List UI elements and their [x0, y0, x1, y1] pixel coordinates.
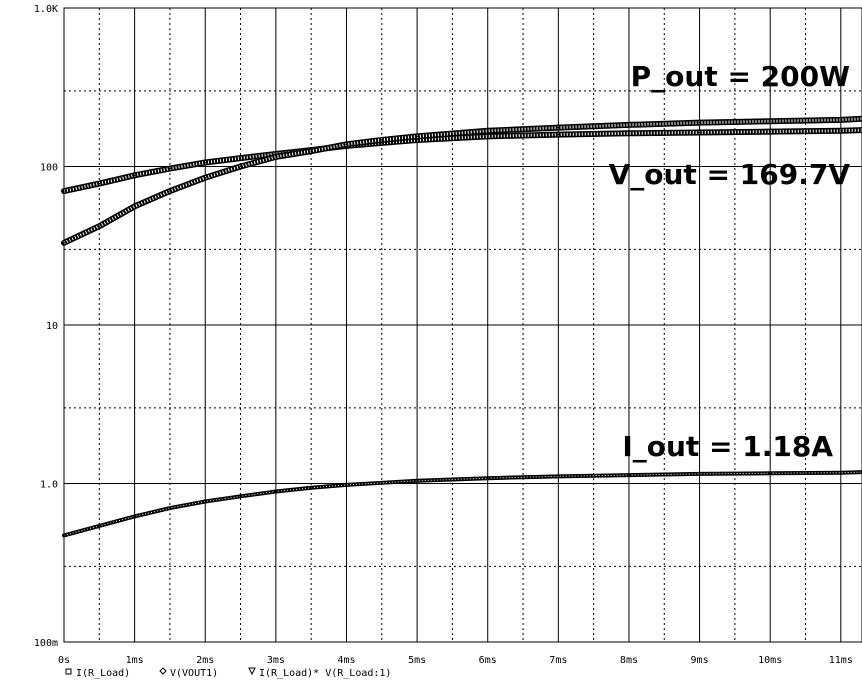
data-point	[345, 484, 348, 486]
data-point	[380, 482, 383, 484]
data-point	[486, 135, 489, 138]
legend-label: I(R_Load)	[76, 668, 130, 679]
x-tick-label: 1ms	[126, 655, 144, 666]
x-tick-label: 5ms	[408, 655, 426, 666]
x-axis-ticks: 0s 1ms 2ms 3ms 4ms 5ms 6ms 7ms 8ms 9ms 10ms 11ms	[58, 655, 853, 666]
series-line-hatch	[63, 128, 862, 193]
annotation-i-out: I_out = 1.18A	[622, 430, 833, 463]
series-i-r-load-v-r-load-1-	[61, 115, 862, 246]
data-point	[169, 190, 171, 192]
data-point	[840, 129, 842, 132]
data-point	[345, 143, 348, 146]
legend-marker-triangle	[248, 667, 256, 676]
data-point	[204, 161, 207, 164]
data-point	[628, 124, 630, 126]
data-point	[310, 150, 312, 152]
data-point	[63, 190, 65, 192]
y-tick-label: 1.0K	[34, 4, 58, 15]
x-tick-label: 7ms	[549, 655, 567, 666]
data-point	[98, 525, 101, 527]
data-point	[486, 129, 489, 132]
data-point	[169, 507, 171, 509]
x-tick-label: 10ms	[758, 655, 782, 666]
data-point	[310, 486, 312, 489]
x-tick-label: 3ms	[267, 655, 285, 666]
x-tick-label: 11ms	[829, 655, 853, 666]
data-point	[380, 139, 383, 141]
data-point	[698, 131, 701, 134]
data-point	[840, 119, 842, 121]
data-point	[769, 130, 771, 133]
data-point	[133, 515, 136, 518]
data-point	[769, 120, 771, 123]
data-point	[275, 490, 277, 493]
data-point	[239, 157, 242, 159]
y-tick-label: 10	[46, 321, 58, 332]
data-point	[169, 167, 171, 170]
data-point	[416, 135, 418, 138]
data-point	[557, 126, 560, 129]
data-point	[63, 534, 65, 537]
annotation-v-out: V_out = 169.7V	[609, 158, 851, 191]
data-point	[416, 480, 418, 482]
data-point	[133, 174, 136, 177]
data-point	[239, 495, 242, 498]
data-point	[557, 475, 560, 478]
x-tick-label: 0s	[58, 655, 70, 666]
y-tick-label: 100	[40, 163, 58, 174]
x-tick-label: 2ms	[196, 655, 214, 666]
data-point	[98, 225, 101, 228]
annotation-p-out: P_out = 200W	[631, 60, 850, 93]
data-point	[275, 156, 277, 158]
legend: I(R_Load) V(VOUT1) I(R_Load)* V(R_Load:1)	[65, 667, 391, 679]
y-tick-label: 1.0	[40, 480, 58, 491]
x-tick-label: 4ms	[337, 655, 355, 666]
series-line	[62, 470, 862, 538]
y-axis-ticks: 100m 1.0 10 100 1.0K	[34, 4, 58, 649]
major-grid	[63, 7, 862, 643]
legend-label: I(R_Load)* V(R_Load:1)	[259, 668, 391, 679]
data-point	[133, 205, 136, 208]
data-point	[769, 472, 771, 475]
data-point	[416, 139, 418, 141]
data-point	[486, 477, 489, 480]
data-point	[698, 473, 701, 475]
data-point	[557, 133, 560, 136]
legend-label: V(VOUT1)	[170, 668, 218, 679]
data-point	[628, 132, 630, 135]
data-point	[204, 176, 207, 179]
series-i-r-load-	[62, 470, 862, 538]
legend-marker-diamond	[159, 667, 167, 675]
data-point	[698, 121, 701, 124]
x-tick-label: 6ms	[479, 655, 497, 666]
data-point	[628, 474, 630, 476]
data-point	[204, 500, 207, 503]
data-point	[840, 471, 842, 474]
plot-frame	[63, 7, 862, 643]
x-tick-label: 8ms	[620, 655, 638, 666]
series-line-hatch	[63, 117, 862, 245]
series-layer	[61, 115, 862, 538]
x-tick-label: 9ms	[691, 655, 709, 666]
y-tick-label: 100m	[34, 638, 58, 649]
data-point	[63, 242, 65, 244]
data-point	[239, 165, 242, 168]
legend-marker-square	[65, 668, 72, 675]
data-point	[98, 182, 101, 185]
